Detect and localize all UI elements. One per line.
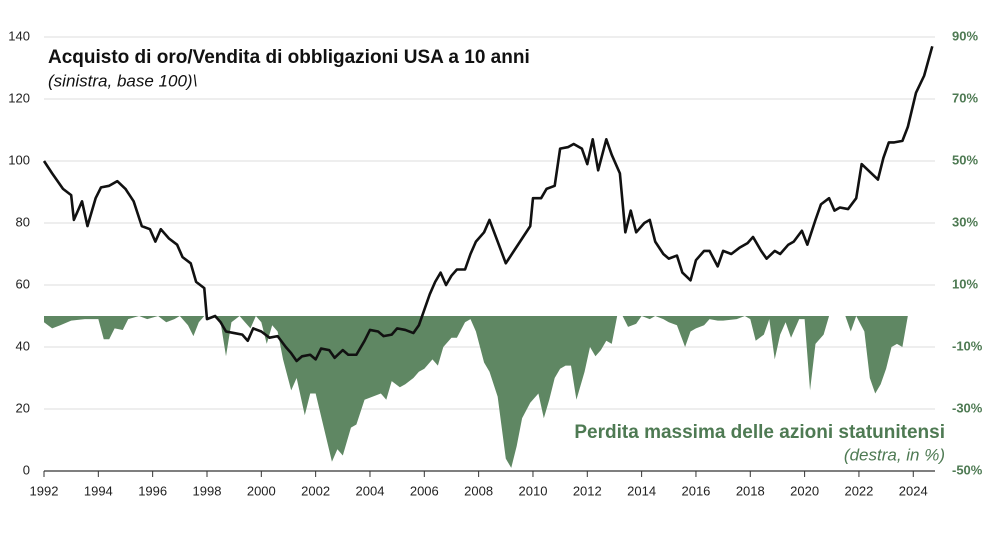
x-tick-label: 2002 xyxy=(301,483,330,498)
y2-tick-label: -10% xyxy=(952,338,983,353)
y2-tick-label: -50% xyxy=(952,462,983,477)
y2-tick-label: 90% xyxy=(952,28,978,43)
y2-tick-label: 30% xyxy=(952,214,978,229)
x-tick-label: 2010 xyxy=(519,483,548,498)
y-tick-label: 120 xyxy=(8,90,30,105)
y2-tick-label: 70% xyxy=(952,90,978,105)
y2-tick-label: 10% xyxy=(952,276,978,291)
x-tick-label: 2018 xyxy=(736,483,765,498)
y2-tick-label: 50% xyxy=(952,152,978,167)
y-tick-label: 100 xyxy=(8,152,30,167)
area-label: Perdita massima delle azioni statunitens… xyxy=(574,422,945,443)
x-tick-label: 2008 xyxy=(464,483,493,498)
x-tick-label: 2022 xyxy=(844,483,873,498)
y-tick-label: 80 xyxy=(16,214,30,229)
chart-subtitle: (sinistra, base 100)\ xyxy=(48,71,197,90)
x-tick-label: 2000 xyxy=(247,483,276,498)
x-tick-label: 2004 xyxy=(356,483,385,498)
x-tick-label: 2012 xyxy=(573,483,602,498)
ratio-line xyxy=(42,45,934,363)
y-tick-label: 60 xyxy=(16,276,30,291)
x-tick-label: 2020 xyxy=(790,483,819,498)
x-tick-label: 2006 xyxy=(410,483,439,498)
drawdown-area xyxy=(44,316,933,468)
x-tick-label: 2024 xyxy=(899,483,928,498)
x-tick-label: 1992 xyxy=(30,483,59,498)
y-tick-label: 20 xyxy=(16,400,30,415)
x-tick-label: 1994 xyxy=(84,483,113,498)
y2-tick-label: -30% xyxy=(952,400,983,415)
x-tick-label: 1998 xyxy=(193,483,222,498)
y-tick-label: 40 xyxy=(16,338,30,353)
plot-area: 0 20 40 60 80 100 120 140 -50% -30% -10% 10% 30% 50% 7… xyxy=(8,28,982,498)
x-tick-label: 2016 xyxy=(681,483,710,498)
y-tick-label: 140 xyxy=(8,28,30,43)
y-tick-label: 0 xyxy=(23,462,30,477)
area-sublabel: (destra, in %) xyxy=(844,445,945,464)
x-tick-label: 2014 xyxy=(627,483,656,498)
x-tick-label: 1996 xyxy=(138,483,167,498)
chart-title: Acquisto di oro/Vendita di obbligazioni … xyxy=(48,47,530,68)
